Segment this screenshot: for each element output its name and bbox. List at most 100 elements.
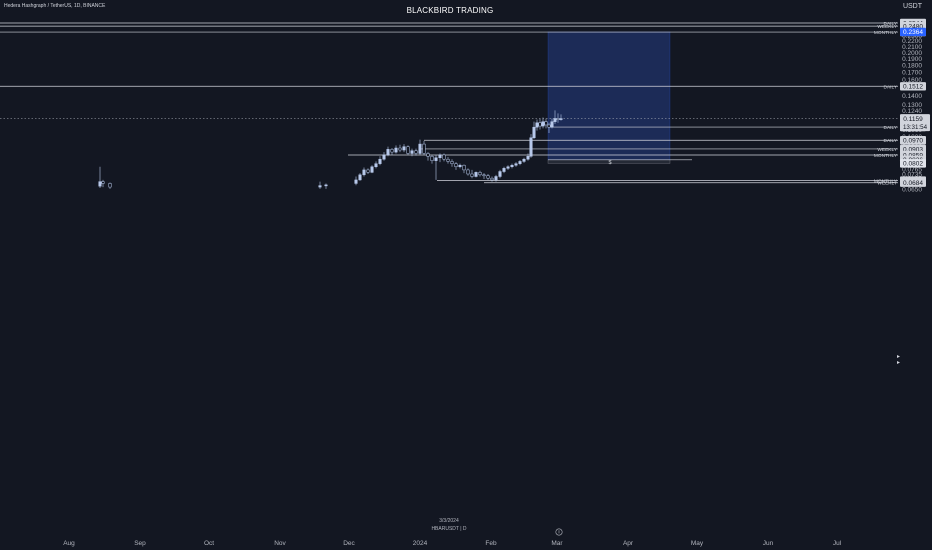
candle-body bbox=[547, 124, 551, 128]
go-to-realtime-icon[interactable] bbox=[555, 528, 563, 536]
x-tick-label: Dec bbox=[343, 540, 355, 547]
candle-body bbox=[98, 181, 102, 187]
candle-body bbox=[398, 147, 402, 151]
candle-body bbox=[390, 149, 394, 153]
candle-body bbox=[494, 176, 498, 181]
candle-body bbox=[426, 153, 430, 157]
candle-body bbox=[462, 164, 466, 171]
x-tick-label: Jul bbox=[833, 540, 842, 547]
candle-body bbox=[502, 168, 506, 172]
scale-arrow-icon[interactable] bbox=[897, 361, 900, 364]
chart-title: BLACKBIRD TRADING bbox=[406, 6, 494, 15]
countdown-label: 13:31:54 bbox=[903, 124, 928, 131]
crosshair-symbol-label: HBARUSDT | D bbox=[431, 526, 466, 532]
candle-body bbox=[529, 137, 533, 157]
level-price-label: 0.0684 bbox=[903, 180, 923, 187]
level-price-label: 0.0903 bbox=[903, 146, 923, 153]
candle-body bbox=[354, 179, 358, 184]
candle-body bbox=[538, 122, 542, 127]
y-tick-label: 0.2100 bbox=[902, 44, 922, 51]
candle-body bbox=[402, 146, 406, 151]
candle-body bbox=[382, 154, 386, 160]
candle-body bbox=[458, 164, 462, 168]
candle-body bbox=[532, 126, 536, 139]
candle-body bbox=[553, 118, 557, 122]
candle-body bbox=[506, 166, 510, 169]
level-label: DAILY bbox=[883, 125, 897, 131]
level-price-label: 0.2480 bbox=[903, 23, 923, 30]
candle-body bbox=[446, 158, 450, 162]
candle-body bbox=[358, 174, 362, 181]
x-tick-label: Jun bbox=[763, 540, 774, 547]
level-price-label: 0.1512 bbox=[903, 84, 923, 91]
candle-body bbox=[434, 157, 438, 161]
x-tick-label: Aug bbox=[63, 540, 75, 547]
candle-body bbox=[466, 169, 470, 175]
candle-body bbox=[438, 154, 442, 158]
y-tick-label: 0.1240 bbox=[902, 108, 922, 115]
y-tick-label: 0.0765 bbox=[902, 167, 922, 174]
y-tick-label: 0.2200 bbox=[902, 38, 922, 45]
candle-body bbox=[450, 161, 454, 164]
candle-body bbox=[414, 150, 418, 154]
currency-label[interactable]: USDT bbox=[902, 3, 922, 10]
level-label: MONTHLY bbox=[874, 30, 898, 36]
candle-body bbox=[101, 181, 105, 184]
level-label: WEEKLY bbox=[877, 147, 897, 153]
level-label: WEEKLY bbox=[877, 181, 897, 187]
candle-body bbox=[366, 169, 370, 173]
level-price-badge bbox=[900, 178, 926, 187]
y-tick-label: 0.1400 bbox=[902, 93, 922, 100]
candle-body bbox=[108, 183, 112, 188]
candle-body bbox=[394, 147, 398, 153]
y-tick-label: 0.1600 bbox=[902, 77, 922, 84]
y-tick-label: 0.1300 bbox=[902, 102, 922, 109]
candle-body bbox=[362, 169, 366, 176]
candle-body bbox=[386, 149, 390, 156]
candle-body bbox=[474, 172, 478, 177]
x-tick-label: Oct bbox=[204, 540, 214, 547]
candle-body bbox=[550, 121, 554, 128]
candle-body bbox=[470, 173, 474, 177]
candle-body bbox=[544, 121, 548, 126]
position-label: $ bbox=[608, 160, 611, 166]
candle-body bbox=[418, 143, 422, 154]
candle-body bbox=[510, 164, 514, 168]
level-label: WEEKLY bbox=[877, 24, 897, 30]
level-price-badge bbox=[900, 136, 926, 145]
x-tick-label: Feb bbox=[485, 540, 497, 547]
level-label: MONTHLY bbox=[874, 179, 898, 185]
level-price-label: 0.0970 bbox=[903, 138, 923, 145]
candle-body bbox=[378, 158, 382, 164]
candle-body bbox=[442, 154, 446, 160]
target-price-label: 0.2364 bbox=[903, 29, 923, 36]
level-price-badge bbox=[900, 82, 926, 91]
y-tick-label: 0.1900 bbox=[902, 56, 922, 63]
candle-body bbox=[518, 161, 522, 164]
x-tick-label: May bbox=[691, 540, 704, 547]
stop-price-label: 0.0802 bbox=[903, 161, 923, 168]
candle-body bbox=[535, 122, 539, 128]
x-tick-label: Nov bbox=[274, 540, 286, 547]
last-price-badge bbox=[900, 114, 930, 132]
position-target-zone[interactable] bbox=[547, 31, 671, 161]
level-label: DAILY bbox=[883, 21, 897, 27]
candle-body bbox=[318, 185, 322, 188]
candle-body bbox=[422, 143, 426, 154]
candle-body bbox=[526, 156, 530, 160]
candle-body bbox=[324, 184, 328, 187]
candle-body bbox=[370, 166, 374, 173]
scale-arrow-icon[interactable] bbox=[897, 355, 900, 358]
level-label: MONTHLY bbox=[874, 153, 898, 159]
candle-body bbox=[490, 177, 494, 181]
last-price-label: 0.1159 bbox=[903, 116, 923, 123]
level-label: DAILY bbox=[883, 138, 897, 144]
target-price-badge bbox=[900, 27, 926, 37]
y-tick-label: 0.0650 bbox=[902, 186, 922, 193]
y-tick-label: 0.1700 bbox=[902, 70, 922, 77]
candle-body bbox=[514, 163, 518, 166]
x-tick-label: Sep bbox=[134, 540, 146, 547]
candle-body bbox=[498, 171, 502, 177]
y-tick-label: 0.1800 bbox=[902, 63, 922, 70]
